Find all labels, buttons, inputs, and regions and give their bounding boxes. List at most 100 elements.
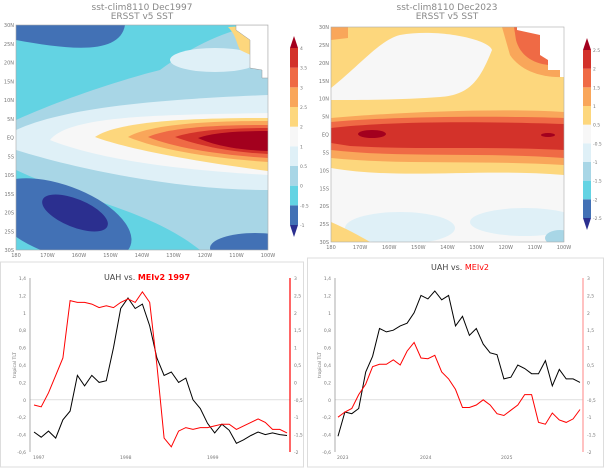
colorbar-label: 0.5 [593, 123, 600, 129]
lon-tick-label: 150W [411, 245, 426, 251]
y-axis-label: tropical TLT [317, 352, 323, 378]
y-tick-label: 0 [328, 398, 331, 404]
sst-map-2023: sst-clim8110 Dec2023 ERSST v5 SST 30N25N… [319, 3, 602, 251]
y-tick-label: -0,2 [17, 415, 26, 421]
meiv2-line [33, 291, 288, 448]
lat-tick-label: 20N [4, 61, 14, 67]
lon-tick-label: 140W [135, 253, 150, 259]
colorbar-swatch [290, 126, 298, 147]
lat-tick-label: 30S [4, 248, 14, 254]
y-tick-label: 0,8 [19, 328, 26, 334]
y2-tick-label: -1 [587, 415, 592, 421]
lon-tick-label: 120W [499, 245, 514, 251]
chart-frame-2023 [307, 257, 604, 468]
svg-text:UAH vs. MEIv2: UAH vs. MEIv2 [431, 263, 489, 272]
y-tick-label: 1,2 [324, 293, 331, 299]
y-tick-label: 0,8 [324, 328, 331, 334]
y-tick-label: 1,4 [324, 276, 331, 282]
lat-tick-label: 15N [4, 79, 14, 85]
y2-tick-label: 2,5 [294, 293, 301, 299]
y-tick-label: 1 [23, 311, 26, 317]
colorbar-swatch [583, 106, 591, 125]
y-tick-label: 1,2 [19, 293, 26, 299]
map-subtitle: ERSST v5 SST [111, 12, 174, 22]
colorbar-swatch [290, 146, 298, 166]
lat-tick-label: 30S [319, 240, 329, 246]
y-tick-label: -0,4 [322, 433, 331, 439]
y2-tick-label: 2 [294, 311, 297, 317]
x-tick-label: 2023 [337, 455, 349, 461]
lat-tick-label: 10S [319, 168, 329, 174]
colorbar-label: -1 [593, 160, 598, 166]
colorbar-swatch [290, 48, 298, 68]
x-tick-label: 1998 [120, 455, 132, 461]
y-tick-label: 1 [328, 311, 331, 317]
y2-tick-label: 1,5 [294, 328, 301, 334]
colorbar-label: -2 [593, 197, 598, 203]
colorbar-min-arrow [290, 225, 298, 237]
map-title: sst-clim8110 Dec2023 [397, 3, 498, 13]
y-tick-label: 0,4 [324, 363, 331, 369]
colorbar-label: 4 [300, 46, 303, 52]
y-tick-label: 0,2 [19, 380, 26, 386]
lat-tick-label: EQ [7, 136, 14, 142]
uah-mei-2023-chart: UAH vs. MEIv2 1,4 1,2 1 0,8 0,6 0,4 0,2 0 -0,2 -0… [317, 263, 596, 461]
sst-map-1997: sst-clim8110 Dec1997 ERSST v5 SST 30N25N… [4, 3, 309, 259]
colorbar-swatch [583, 180, 591, 200]
colorbar-label: 0.5 [300, 164, 307, 170]
colorbar-label: -1 [300, 223, 305, 229]
lat-tick-label: 20N [319, 61, 329, 67]
lat-tick-label: 25N [319, 43, 329, 49]
uah-tlt-line [33, 297, 288, 444]
lon-tick-label: 140W [440, 245, 455, 251]
lat-tick-label: 15S [4, 192, 14, 198]
lat-tick-label: EQ [322, 133, 329, 139]
x-tick-label: 1999 [207, 455, 219, 461]
colorbar-label: 0 [300, 184, 303, 190]
lat-tick-label: 25S [319, 222, 329, 228]
lon-tick-label: 170W [40, 253, 55, 259]
colorbar-swatch [290, 166, 298, 186]
y2-tick-label: 1,5 [587, 328, 594, 334]
y2-tick-label: 2 [587, 311, 590, 317]
y2-tick-label: -0,5 [294, 398, 303, 404]
y2-tick-label: 3 [587, 276, 590, 282]
colorbar-min-arrow [583, 218, 591, 230]
y2-tick-label: 1 [294, 346, 297, 352]
lon-tick-label: 150W [103, 253, 118, 259]
colorbar-swatch [290, 107, 298, 127]
lat-tick-label: 30N [319, 25, 329, 31]
y2-tick-label: 0,5 [294, 363, 301, 369]
lon-tick-label: 130W [469, 245, 484, 251]
lat-tick-label: 5N [7, 117, 14, 123]
colorbar-max-arrow [290, 36, 298, 48]
y2-tick-label: -2 [587, 450, 592, 456]
y-tick-label: 0,2 [324, 380, 331, 386]
colorbar-swatch [583, 68, 591, 88]
map-title: sst-clim8110 Dec1997 [92, 3, 193, 13]
colorbar-swatch [583, 162, 591, 181]
colorbar-label: -1.5 [593, 179, 602, 185]
y-tick-label: 0,6 [324, 346, 331, 352]
colorbar-swatch [583, 199, 591, 218]
lon-tick-label: 170W [353, 245, 368, 251]
lat-tick-label: 5N [322, 115, 329, 121]
colorbar-label: 3 [300, 85, 303, 91]
y2-tick-label: -0,5 [587, 398, 596, 404]
lon-tick-label: 120W [198, 253, 213, 259]
lon-tick-label: 160W [72, 253, 87, 259]
lon-tick-label: 180 [11, 253, 21, 259]
y-tick-label: -0,6 [322, 450, 331, 456]
colorbar-swatch [290, 205, 298, 225]
chart-title-black: UAH vs. [104, 273, 135, 282]
lon-tick-label: 100W [261, 253, 276, 259]
svg-text:UAH vs. MEIv2 1997: UAH vs. MEIv2 1997 [104, 273, 190, 282]
lat-tick-label: 15N [319, 79, 329, 85]
lat-tick-label: 5S [323, 150, 329, 156]
colorbar-label: -2.5 [593, 216, 602, 222]
colorbar-label: 2.5 [300, 105, 307, 111]
lat-tick-label: 25N [4, 42, 14, 48]
colorbar-swatch [583, 87, 591, 106]
